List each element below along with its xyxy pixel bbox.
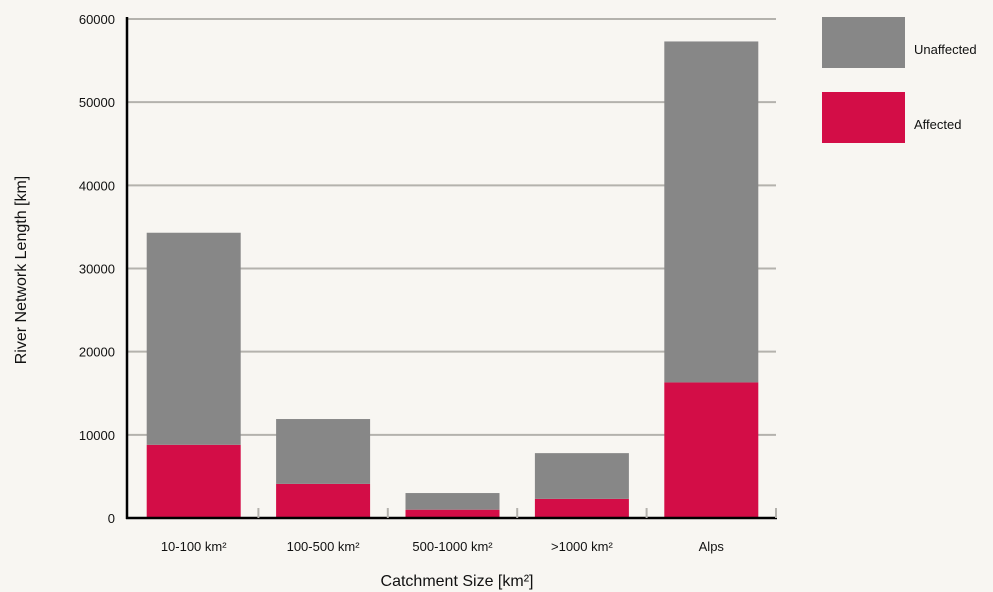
y-tick-label: 30000 <box>79 262 115 277</box>
legend-swatch-affected <box>822 92 905 143</box>
y-tick-label: 50000 <box>79 95 115 110</box>
x-axis-title: Catchment Size [km²] <box>381 573 534 590</box>
legend-label-unaffected: Unaffected <box>914 42 977 57</box>
legend-label-affected: Affected <box>914 117 961 132</box>
bar-unaffected-0 <box>146 232 241 445</box>
y-tick-label: 40000 <box>79 178 115 193</box>
x-tick-labels: 10-100 km² 100-500 km² 500-1000 km² >1000 k… <box>161 539 725 554</box>
legend-swatch-unaffected <box>822 17 905 68</box>
y-tick-label: 0 <box>108 511 115 526</box>
bar-unaffected-2 <box>405 493 500 510</box>
y-tick-label: 10000 <box>79 428 115 443</box>
axes <box>125 17 777 520</box>
x-tick-label: Alps <box>699 539 725 554</box>
legend: Unaffected Affected <box>822 17 977 143</box>
x-tick-label: >1000 km² <box>551 539 613 554</box>
bar-unaffected-1 <box>276 419 371 484</box>
bars <box>146 41 759 518</box>
x-tick-label: 500-1000 km² <box>412 539 493 554</box>
bar-affected-0 <box>146 444 241 518</box>
bar-affected-3 <box>534 498 629 518</box>
y-axis-title: River Network Length [km] <box>13 176 30 365</box>
y-tick-label: 60000 <box>79 12 115 27</box>
bar-unaffected-4 <box>664 41 759 383</box>
bar-affected-2 <box>405 509 500 518</box>
bar-unaffected-3 <box>534 453 629 499</box>
bar-affected-1 <box>276 483 371 518</box>
y-tick-label: 20000 <box>79 345 115 360</box>
y-tick-labels: 0 10000 20000 30000 40000 50000 60000 <box>79 12 115 526</box>
x-tick-label: 10-100 km² <box>161 539 227 554</box>
x-tick-label: 100-500 km² <box>287 539 361 554</box>
bar-affected-4 <box>664 382 759 518</box>
